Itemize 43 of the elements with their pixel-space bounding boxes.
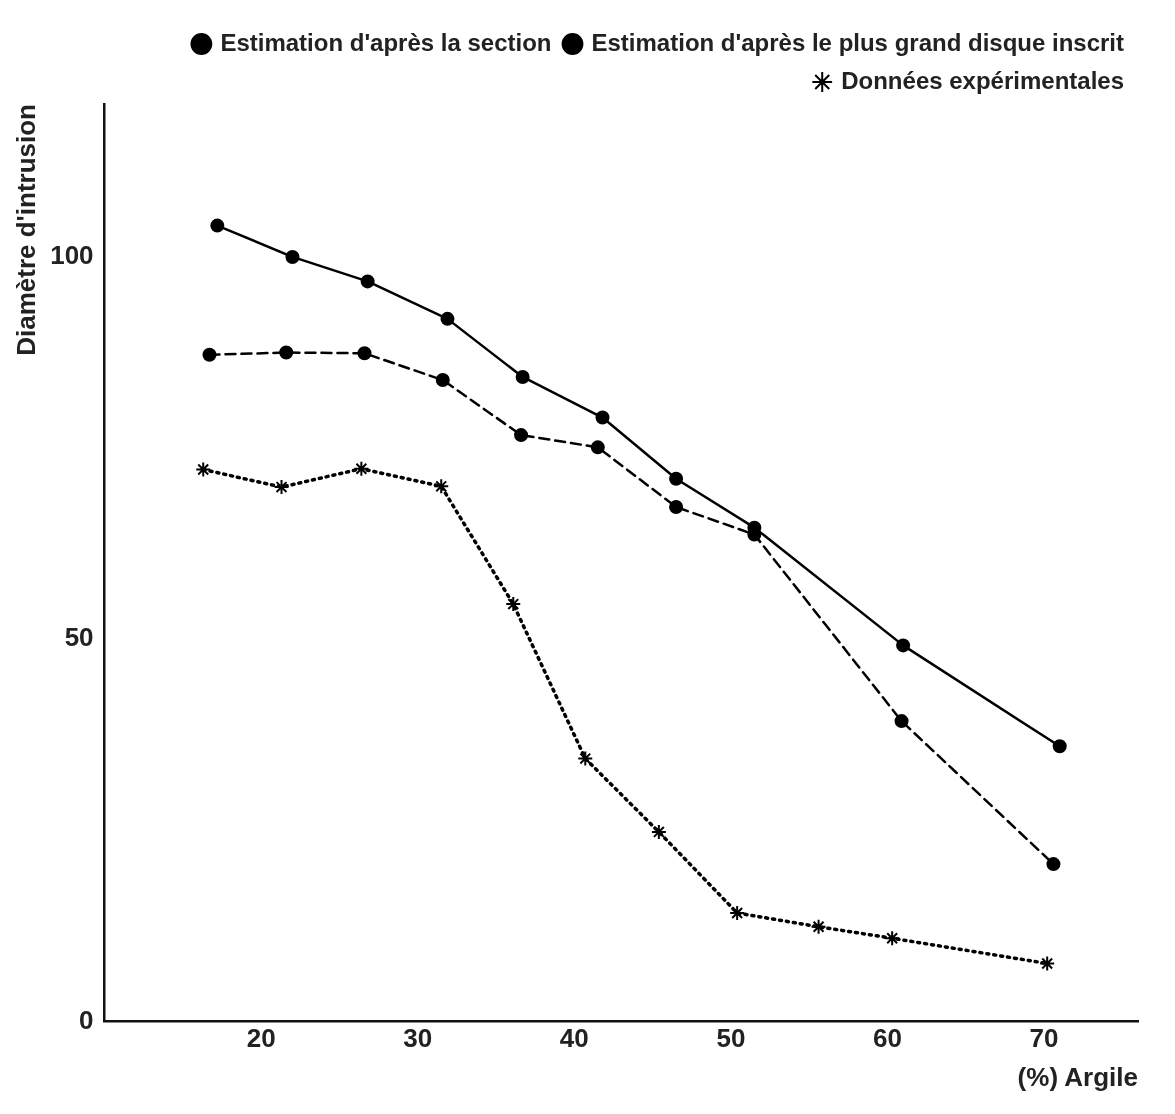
point — [435, 373, 450, 388]
point — [810, 918, 827, 935]
point — [514, 428, 529, 443]
point — [896, 638, 911, 653]
point — [577, 750, 594, 767]
legend-label: Données expérimentales — [841, 66, 1125, 94]
point — [285, 249, 300, 264]
point — [1046, 857, 1061, 872]
point — [669, 471, 684, 486]
x-axis-title: (%) Argile — [1017, 1061, 1138, 1092]
point — [195, 461, 212, 478]
legend-label: Estimation d'après le plus grand disque inscrit — [591, 28, 1125, 56]
y-axis-title: Diamètre d'intrusion — [10, 104, 41, 356]
y-tick-label: 0 — [79, 1004, 94, 1035]
y-tick-label: 50 — [64, 622, 94, 653]
point — [210, 218, 225, 233]
x-tick-label: 70 — [1029, 1023, 1059, 1054]
point — [353, 460, 370, 477]
point — [729, 905, 746, 922]
point — [357, 346, 372, 361]
x-tick-label: 60 — [873, 1023, 902, 1054]
point — [360, 274, 375, 289]
point — [650, 823, 667, 840]
point — [669, 499, 684, 514]
point — [440, 311, 455, 326]
point — [515, 369, 530, 384]
point — [595, 410, 610, 425]
point — [590, 440, 605, 455]
point — [273, 479, 290, 496]
point — [884, 930, 901, 947]
point — [505, 596, 522, 613]
x-tick-label: 40 — [559, 1023, 589, 1054]
x-tick-label: 30 — [403, 1023, 433, 1054]
y-tick-label: 100 — [50, 240, 94, 271]
point — [279, 345, 294, 360]
point — [1052, 739, 1067, 754]
point — [894, 714, 909, 729]
point — [202, 347, 217, 362]
x-tick-label: 20 — [246, 1023, 276, 1054]
point — [433, 478, 450, 495]
legend-label: Estimation d'après la section — [220, 28, 552, 56]
x-tick-label: 50 — [716, 1023, 746, 1054]
point — [1039, 955, 1056, 972]
